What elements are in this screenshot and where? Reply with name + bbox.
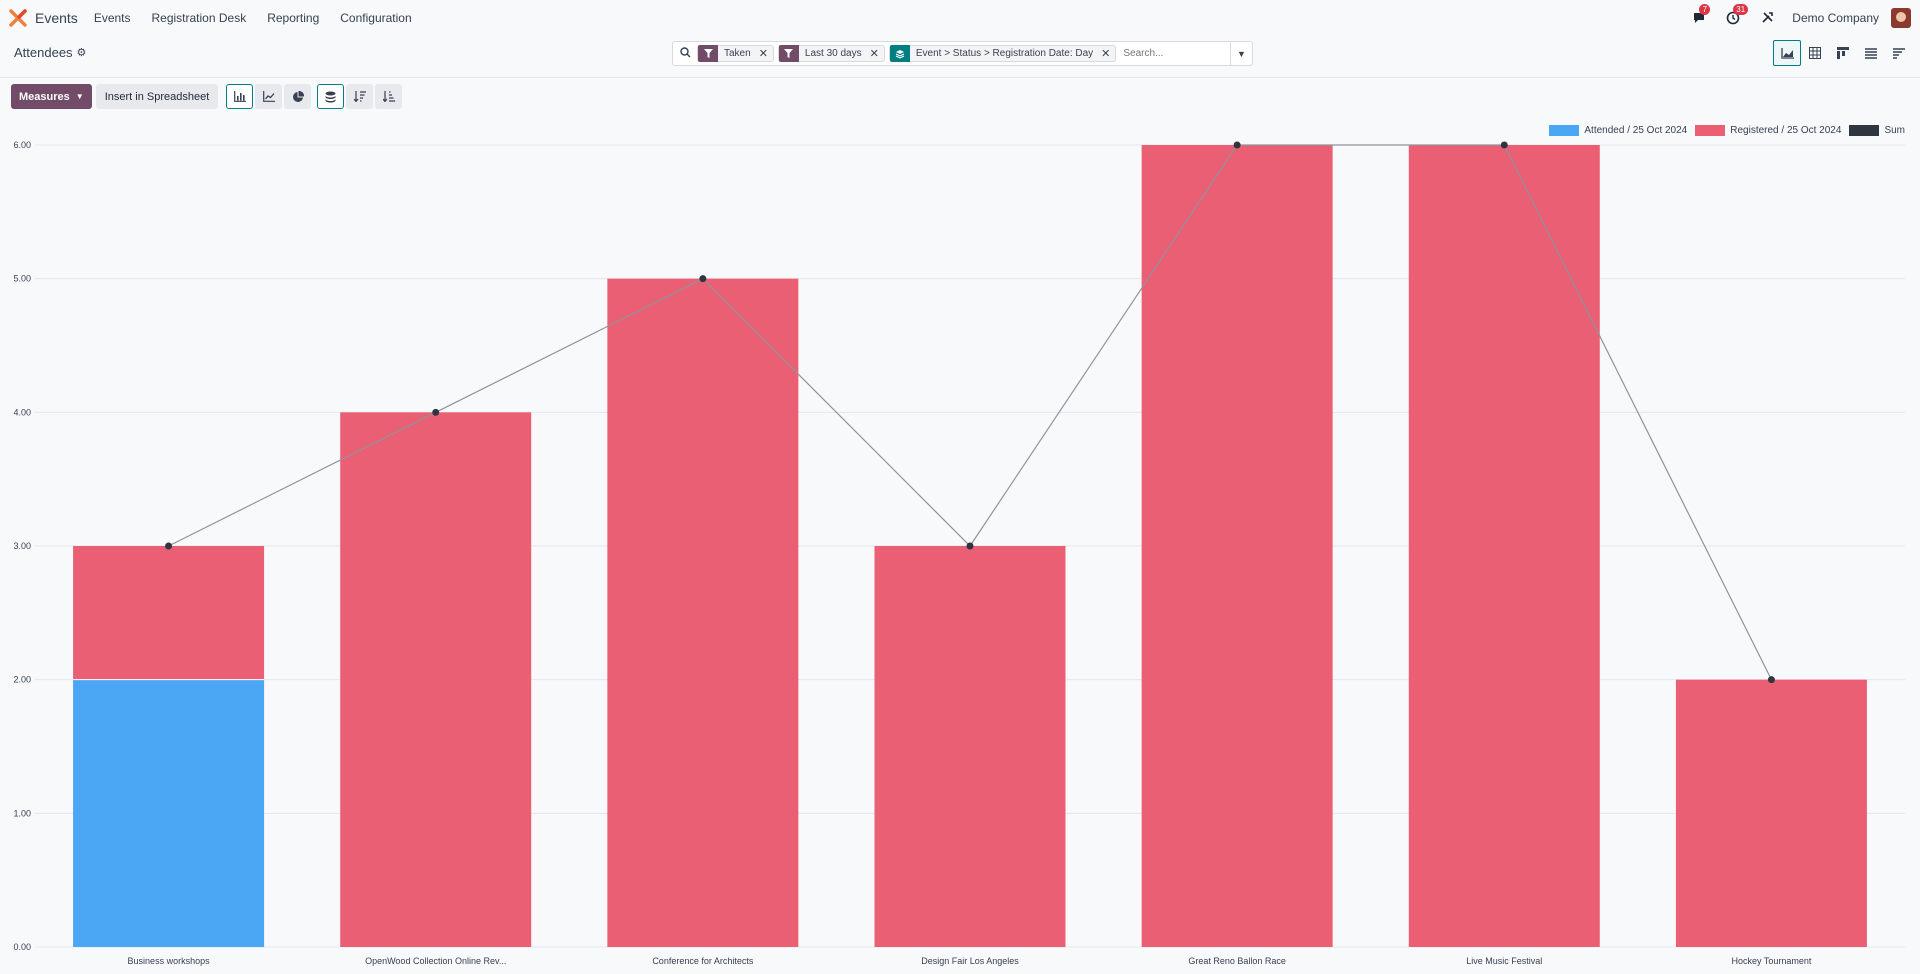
legend-swatch-attended (1549, 125, 1580, 136)
x-tick-label: Business workshops (128, 956, 211, 966)
search-icon[interactable] (673, 46, 697, 61)
sum-point (1500, 141, 1508, 149)
graph-toolbar: Measures ▼ Insert in Spreadsheet (11, 84, 404, 109)
app-name: Events (35, 9, 78, 26)
messages-icon[interactable]: 7 (1690, 3, 1711, 27)
filter-icon (698, 45, 718, 62)
navbar-systray: 7 31 Demo Company (1690, 0, 1920, 35)
facet-label: Last 30 days (804, 48, 862, 59)
legend-swatch-sum (1849, 125, 1880, 136)
facet-label: Taken (724, 48, 751, 59)
debug-tools-icon[interactable] (1758, 9, 1776, 27)
top-navbar: Events Events Registration Desk Reportin… (0, 0, 1920, 35)
legend-item-registered[interactable]: Registered / 25 Oct 2024 (1695, 125, 1841, 136)
bar-registered (874, 546, 1066, 947)
facet-groupby: Event > Status > Registration Date: Day … (888, 45, 1117, 62)
close-icon[interactable]: ✕ (869, 48, 879, 60)
y-tick-label: 6.00 (13, 140, 31, 150)
y-tick-label: 0.00 (13, 942, 31, 952)
bar-registered (1675, 679, 1867, 947)
activities-badge: 31 (1733, 3, 1749, 15)
bar-registered (1408, 145, 1600, 947)
main-menu: Events Registration Desk Reporting Confi… (94, 11, 433, 25)
filter-icon (778, 45, 799, 62)
y-tick-label: 3.00 (13, 541, 31, 551)
caret-down-icon: ▼ (75, 92, 84, 101)
sum-point (1767, 676, 1775, 684)
facet-filter-last-30-days: Last 30 days ✕ (777, 45, 885, 62)
x-tick-label: Live Music Festival (1466, 956, 1542, 966)
layers-icon (889, 45, 910, 62)
menu-item-configuration[interactable]: Configuration (340, 10, 412, 25)
bar-chart-icon[interactable] (226, 84, 254, 109)
menu-item-registration-desk[interactable]: Registration Desk (151, 10, 247, 25)
sum-point (165, 542, 173, 550)
page-title: Attendees (14, 45, 73, 60)
sum-point (1233, 141, 1241, 149)
measures-label: Measures (19, 90, 70, 103)
legend-item-sum[interactable]: Sum (1849, 125, 1905, 136)
chart-legend: Attended / 25 Oct 2024 Registered / 25 O… (1541, 125, 1905, 136)
view-switcher (1773, 40, 1913, 66)
bar-registered (340, 412, 532, 947)
chevron-down-icon[interactable]: ▼ (1230, 42, 1252, 65)
graph-view-icon[interactable] (1773, 40, 1801, 66)
menu-item-events[interactable]: Events (93, 10, 131, 25)
sort-descending-icon[interactable] (346, 84, 374, 109)
legend-label: Attended / 25 Oct 2024 (1584, 125, 1688, 136)
close-icon[interactable]: ✕ (758, 48, 768, 60)
x-tick-label: Conference for Architects (652, 956, 754, 966)
activities-clock-icon[interactable]: 31 (1724, 3, 1749, 27)
user-avatar[interactable] (1891, 7, 1911, 28)
company-switcher[interactable]: Demo Company (1792, 10, 1879, 25)
y-tick-label: 5.00 (13, 274, 31, 284)
legend-swatch-registered (1695, 125, 1726, 136)
line-chart-icon[interactable] (255, 84, 283, 109)
stacked-icon[interactable] (317, 84, 345, 109)
bar-registered (607, 278, 799, 947)
gear-icon[interactable]: ⚙ (76, 47, 87, 59)
bar-registered (73, 546, 265, 680)
messages-badge: 7 (1699, 3, 1711, 15)
breadcrumb: Attendees ⚙ (14, 45, 86, 60)
kanban-view-icon[interactable] (1829, 40, 1857, 66)
legend-label: Sum (1884, 125, 1905, 136)
bar-attended (73, 679, 265, 947)
facet-label: Event > Status > Registration Date: Day (915, 48, 1094, 59)
app-brand[interactable]: Events (8, 8, 78, 28)
control-panel-divider (0, 77, 1920, 78)
legend-label: Registered / 25 Oct 2024 (1730, 125, 1842, 136)
legend-item-attended[interactable]: Attended / 25 Oct 2024 (1549, 125, 1687, 136)
x-tick-label: Hockey Tournament (1731, 956, 1811, 966)
x-tick-label: Design Fair Los Angeles (921, 956, 1019, 966)
sum-point (699, 275, 707, 283)
search-input[interactable] (1123, 48, 1244, 59)
y-tick-label: 1.00 (13, 808, 31, 818)
facet-filter-taken: Taken ✕ (697, 45, 774, 62)
sum-point (966, 542, 974, 550)
pie-chart-icon[interactable] (284, 84, 312, 109)
search-bar: Taken ✕ Last 30 days ✕ Event > Status > … (672, 41, 1253, 66)
x-tick-label: Great Reno Ballon Race (1188, 956, 1286, 966)
pivot-view-icon[interactable] (1801, 40, 1829, 66)
close-icon[interactable]: ✕ (1101, 48, 1111, 60)
bar-chart: 0.00 1.00 2.00 3.00 4.00 5.00 6.00 Business wor… (13, 140, 1905, 966)
x-tick-label: OpenWood Collection Online Rev... (365, 956, 506, 966)
y-tick-label: 2.00 (13, 675, 31, 685)
bar-registered (1141, 145, 1333, 947)
sort-ascending-icon[interactable] (375, 84, 403, 109)
gantt-view-icon[interactable] (1885, 40, 1913, 66)
menu-item-reporting[interactable]: Reporting (267, 10, 320, 25)
sum-point (432, 408, 440, 416)
list-view-icon[interactable] (1857, 40, 1885, 66)
y-tick-label: 4.00 (13, 407, 31, 417)
events-app-icon (8, 8, 28, 28)
insert-in-spreadsheet-button[interactable]: Insert in Spreadsheet (95, 84, 219, 109)
measures-dropdown-button[interactable]: Measures ▼ (11, 84, 92, 109)
